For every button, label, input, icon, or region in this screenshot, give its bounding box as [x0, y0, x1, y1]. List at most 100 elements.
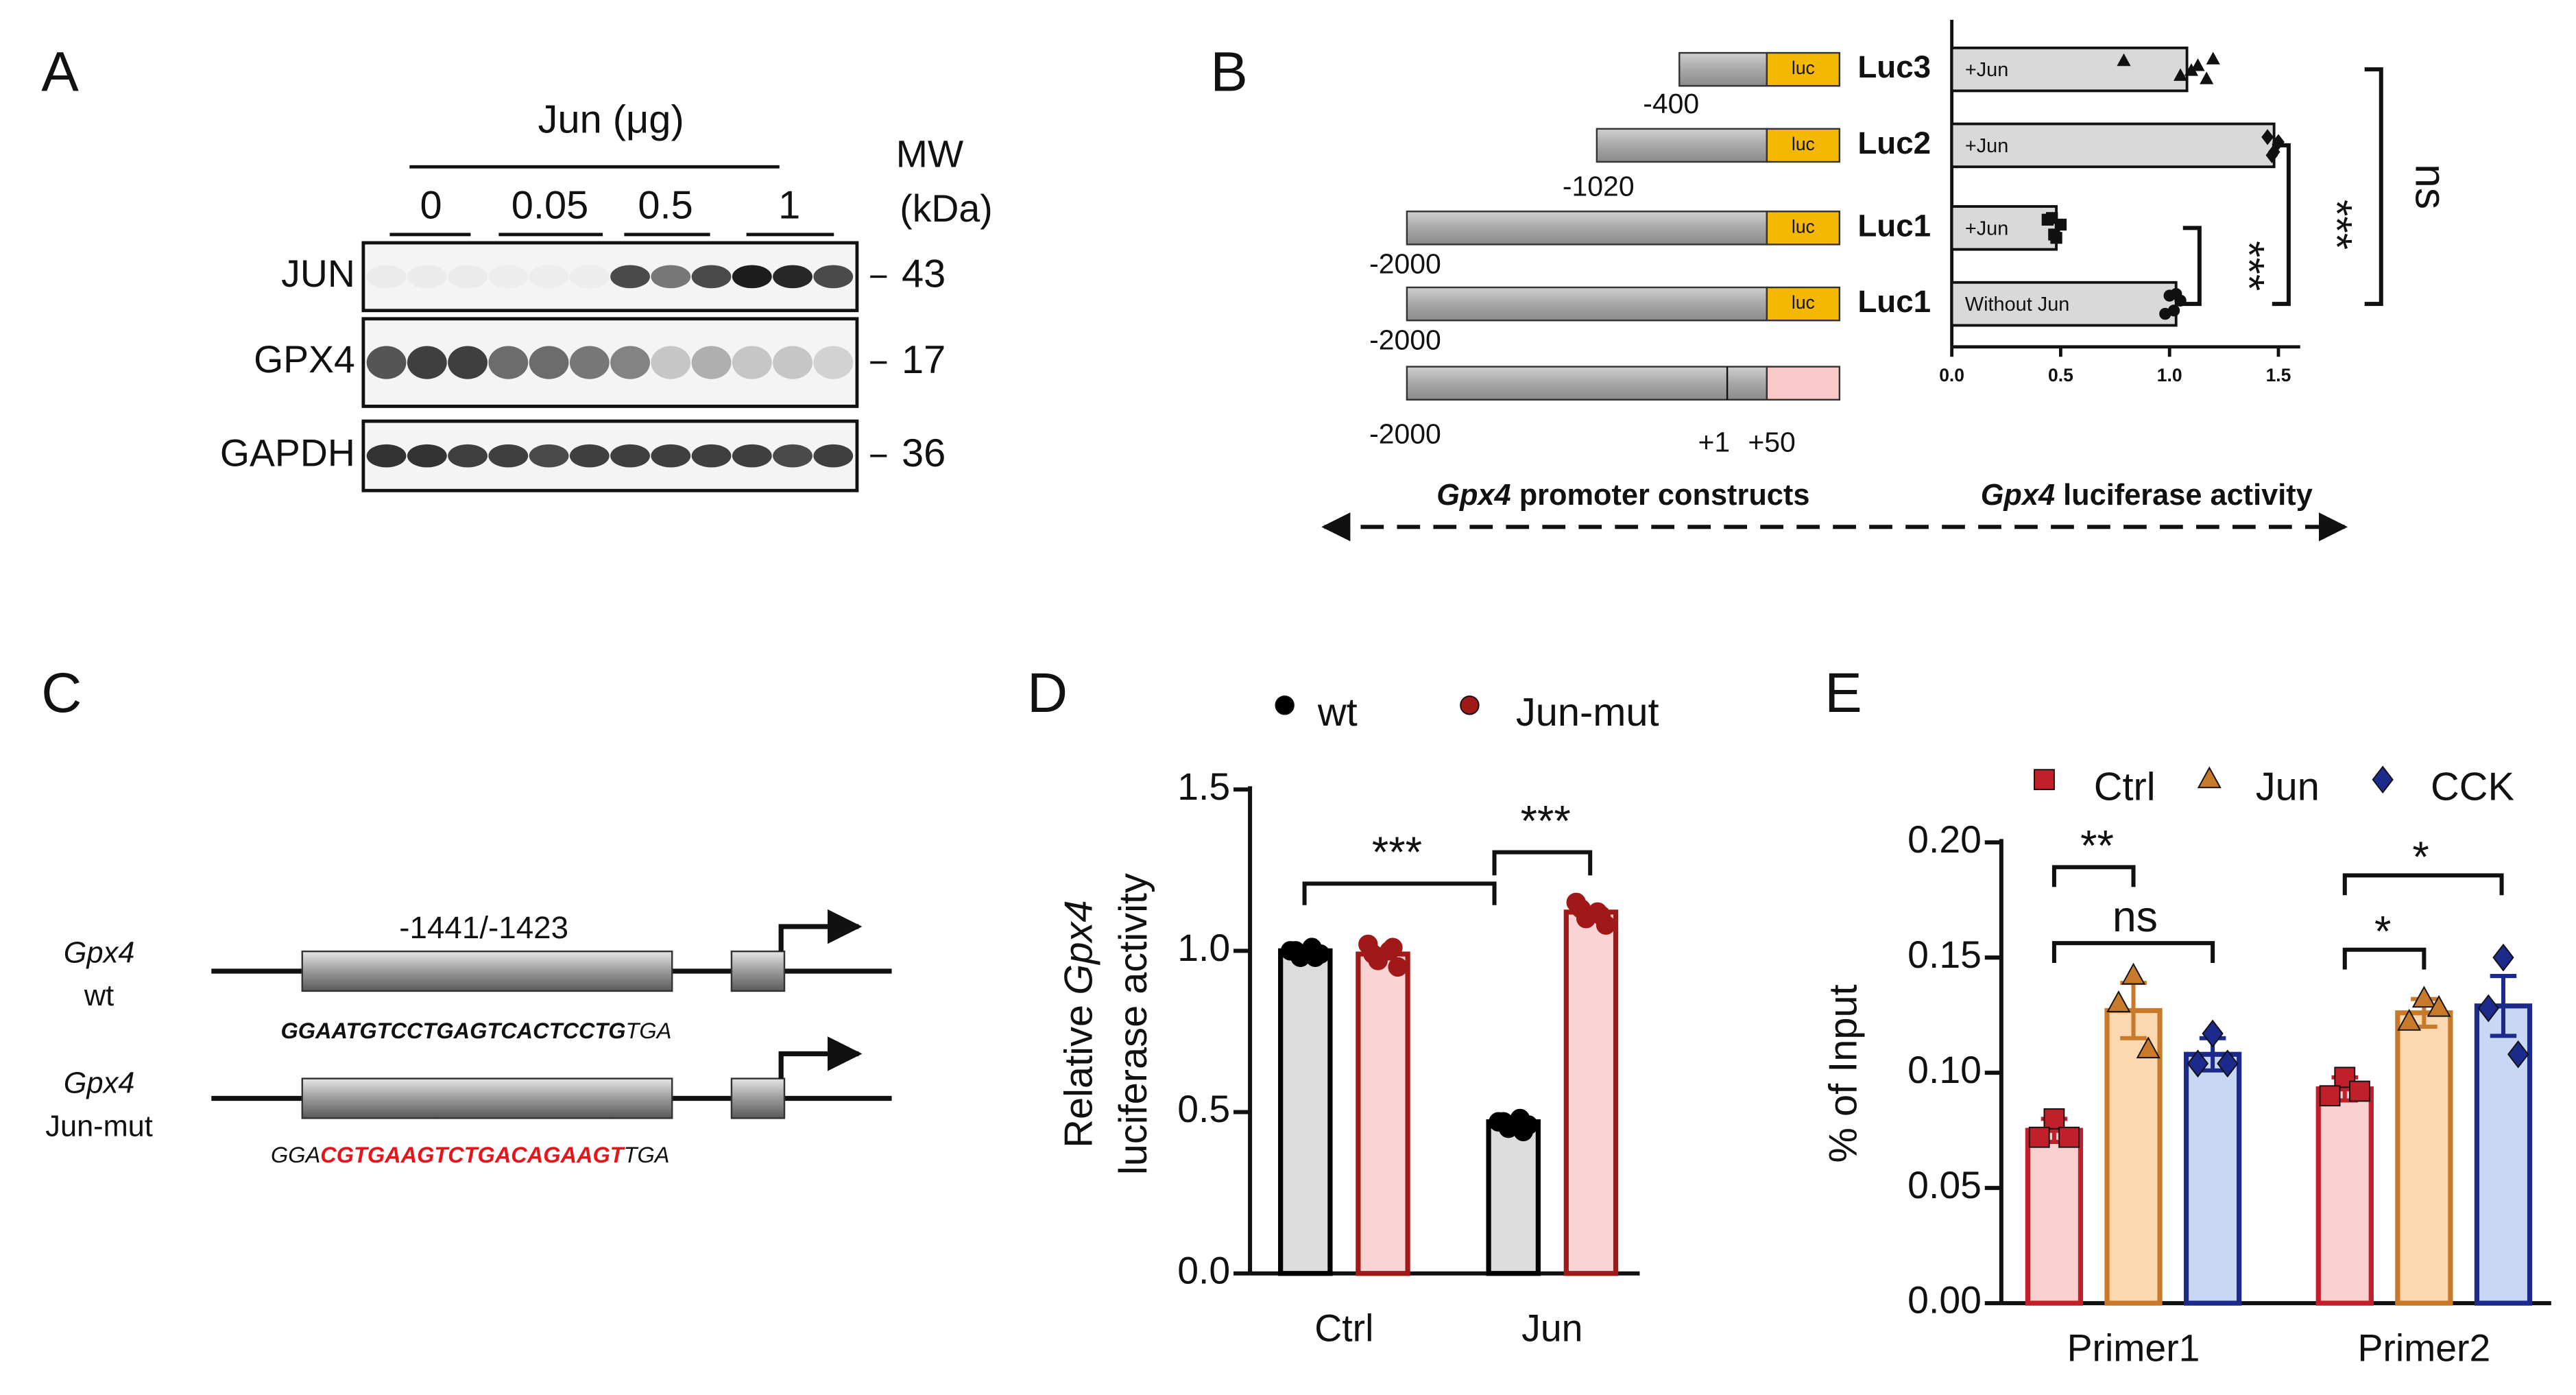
data-point: [2319, 1085, 2341, 1107]
data-point: [2334, 1066, 2356, 1088]
y-tick-label: 0.05: [1907, 1164, 1982, 1206]
data-point: [2349, 1080, 2370, 1102]
promoter-segment: [1406, 211, 1768, 246]
blot-band: [448, 444, 487, 468]
data-point: [2492, 943, 2514, 972]
legend-label: Ctrl: [2094, 765, 2156, 809]
x-tick-label: 0.0: [1939, 365, 1964, 385]
dose-label: 0.5: [638, 184, 693, 228]
blot-band: [773, 346, 812, 379]
data-point: [2043, 1108, 2065, 1130]
gene-name: Gpx4: [64, 936, 135, 969]
utr-box: [1766, 366, 1841, 401]
luc-box: [1766, 286, 1841, 322]
category-label: Luc2: [1857, 126, 1931, 160]
y-axis-label: Relative Gpx4: [1057, 900, 1101, 1147]
y-tick-label: 0.10: [1907, 1049, 1982, 1091]
luc-box: [1766, 128, 1841, 163]
y-axis-label: % of Input: [1822, 984, 1866, 1162]
x-tick-label: Primer1: [2067, 1327, 2200, 1370]
blot-band: [610, 444, 650, 468]
construct-start: -400: [1643, 88, 1699, 119]
blot-band: [651, 444, 691, 468]
gene-name: Gpx4: [1057, 900, 1101, 994]
significance-label: ns: [2407, 164, 2455, 209]
promoter-end: +50: [1748, 427, 1795, 458]
blot-band: [407, 265, 447, 289]
footer-label: Gpx4 promoter constructs: [1436, 479, 1809, 512]
y-tick-label: 0.20: [1907, 818, 1982, 861]
promoter-start: -2000: [1369, 418, 1441, 450]
blot-band: [651, 265, 691, 289]
blot-band: [732, 265, 772, 289]
gene-name: Gpx4: [64, 1067, 135, 1100]
dose-label: 0.05: [511, 184, 588, 228]
blot-band: [651, 346, 691, 379]
bar-label: Without Jun: [1965, 294, 2069, 315]
data-point: [2217, 1049, 2239, 1078]
blot-band: [488, 265, 528, 289]
y-axis-label-part: Relative: [1057, 1005, 1101, 1148]
blot-band: [691, 346, 732, 379]
blot-band: [813, 444, 854, 468]
significance-label: ***: [1521, 797, 1571, 845]
data-point: [2191, 58, 2205, 71]
data-point: [2170, 287, 2182, 300]
bar: [1950, 281, 2178, 327]
data-point: [2106, 990, 2131, 1012]
panel-label: E: [1825, 662, 1862, 724]
footer-text: luciferase activity: [2063, 479, 2313, 512]
bar: [2104, 1007, 2163, 1306]
data-point: [2136, 1036, 2160, 1059]
data-point: [2058, 1126, 2080, 1148]
data-point: [2121, 962, 2146, 985]
treatment-label: Jun (μg): [538, 97, 684, 141]
data-point: [1305, 947, 1325, 967]
significance-label: **: [2080, 822, 2114, 870]
y-axis-label: luciferase activity: [1111, 873, 1155, 1175]
data-point: [2397, 1008, 2422, 1031]
significance-bracket: [2051, 865, 2136, 887]
blot-band: [448, 265, 487, 289]
data-point: [1363, 944, 1383, 964]
data-point: [2028, 1126, 2050, 1148]
blot-band: [366, 444, 407, 468]
data-point: [2200, 71, 2214, 84]
significance-label: *: [2374, 908, 2391, 956]
significance-bracket: [2364, 67, 2383, 307]
blot-band: [570, 265, 610, 289]
blot-band: [366, 346, 407, 379]
exon-box: [301, 1077, 673, 1119]
blot-band: [813, 346, 854, 379]
bar: [2025, 1128, 2084, 1306]
sequence-part: GGA: [271, 1142, 320, 1167]
data-point: [2184, 63, 2199, 76]
x-tick-label: 1.0: [2157, 365, 2182, 385]
significance-bracket: [2182, 226, 2202, 307]
legend-marker: [1275, 695, 1295, 715]
footer-text: promoter constructs: [1519, 479, 1810, 512]
x-tick-label: 0.5: [2048, 365, 2073, 385]
promoter-segment: [1678, 51, 1768, 87]
data-point: [2117, 53, 2131, 67]
bar: [1356, 951, 1410, 1276]
promoter-tss: +1: [1698, 427, 1730, 458]
gene-name: Gpx4: [1981, 479, 2055, 512]
significance-bracket: [1302, 881, 1497, 905]
bar: [1950, 205, 2058, 251]
blot-band: [529, 444, 569, 468]
blot-band: [610, 346, 650, 379]
luc-box: [1766, 51, 1841, 87]
mw-label: 43: [902, 252, 946, 296]
sequence-part: CGTGAAGTCTGACAGAAGT: [320, 1142, 625, 1167]
construct-start: -2000: [1369, 324, 1441, 355]
tss-arrow: [778, 909, 863, 952]
data-point: [2054, 218, 2067, 231]
luc-label: luc: [1792, 292, 1815, 313]
bar-label: +Jun: [1965, 135, 2008, 157]
legend-marker: [1460, 695, 1480, 715]
data-point: [1493, 1112, 1513, 1132]
protein-label: JUN: [281, 252, 355, 295]
blot-band: [529, 346, 569, 379]
significance-bracket: [2272, 143, 2291, 307]
